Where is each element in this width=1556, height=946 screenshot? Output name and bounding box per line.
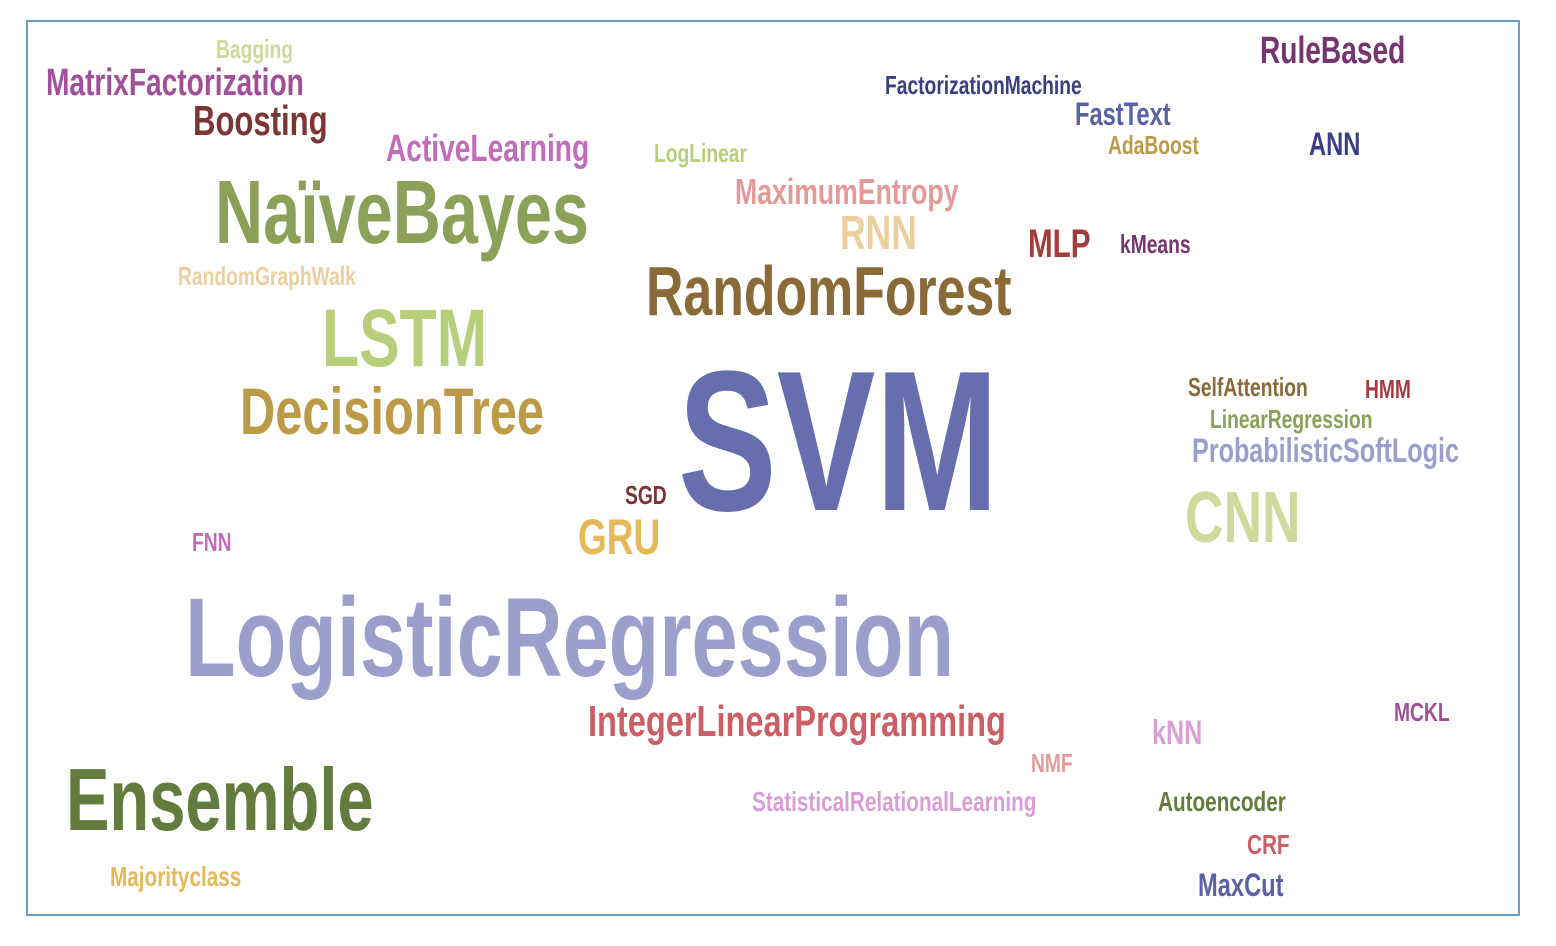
- word-ada-boost: AdaBoost: [1108, 130, 1199, 160]
- word-gru: GRU: [578, 509, 661, 565]
- word-svm: SVM: [678, 330, 999, 553]
- word-bagging: Bagging: [216, 34, 293, 64]
- word-integer-linear-programming: IntegerLinearProgramming: [588, 697, 1006, 746]
- word-autoencoder: Autoencoder: [1158, 786, 1286, 817]
- word-random-forest: RandomForest: [646, 252, 1012, 330]
- word-matrix-factorization: MatrixFactorization: [46, 62, 304, 104]
- word-fnn: FNN: [192, 527, 232, 557]
- word-crf: CRF: [1247, 829, 1290, 860]
- word-max-cut: MaxCut: [1198, 867, 1284, 903]
- word-fast-text: FastText: [1075, 96, 1171, 132]
- word-rnn: RNN: [840, 207, 917, 260]
- word-naive-bayes: NaïveBayes: [215, 163, 589, 263]
- word-ann: ANN: [1309, 126, 1361, 162]
- word-active-learning: ActiveLearning: [386, 128, 590, 170]
- word-knn: kNN: [1152, 714, 1203, 752]
- word-logistic-regression: LogisticRegression: [185, 575, 955, 700]
- word-log-linear: LogLinear: [654, 138, 747, 168]
- word-decision-tree: DecisionTree: [240, 374, 545, 448]
- word-factorization-machine: FactorizationMachine: [885, 70, 1082, 100]
- word-boosting: Boosting: [193, 97, 328, 144]
- word-random-graph-walk: RandomGraphWalk: [178, 261, 356, 291]
- word-nmf: NMF: [1031, 748, 1073, 778]
- word-hmm: HMM: [1365, 374, 1411, 404]
- word-majority-class: Majorityclass: [110, 861, 242, 892]
- word-rule-based: RuleBased: [1260, 30, 1406, 72]
- word-cloud-frame: [26, 20, 1520, 916]
- word-cnn: CNN: [1185, 478, 1301, 558]
- word-statistical-relational-learning: StatisticalRelationalLearning: [752, 786, 1037, 817]
- word-maximum-entropy: MaximumEntropy: [735, 171, 959, 212]
- word-self-attention: SelfAttention: [1188, 372, 1308, 402]
- word-k-means: kMeans: [1120, 229, 1191, 259]
- word-sgd: SGD: [625, 480, 667, 510]
- word-probabilistic-soft-logic: ProbabilisticSoftLogic: [1192, 432, 1460, 470]
- word-mckl: MCKL: [1394, 697, 1450, 727]
- word-ensemble: Ensemble: [66, 750, 374, 849]
- word-mlp: MLP: [1028, 222, 1091, 266]
- word-linear-regression: LinearRegression: [1210, 404, 1373, 434]
- word-lstm: LSTM: [322, 293, 488, 384]
